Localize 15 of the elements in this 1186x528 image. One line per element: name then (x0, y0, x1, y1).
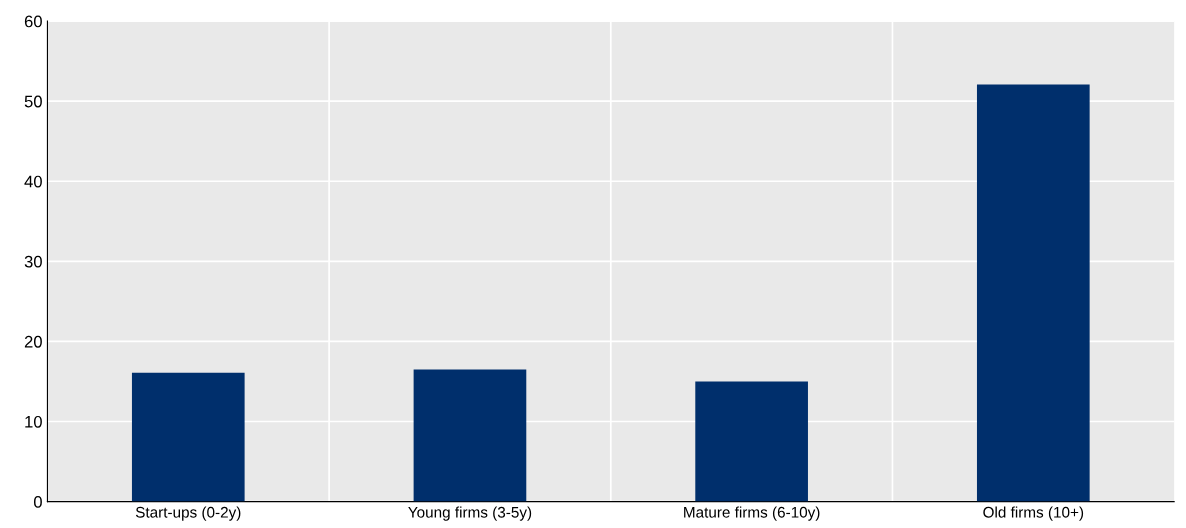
bar (131, 372, 245, 502)
bar (976, 84, 1090, 502)
y-tick-label: 0 (33, 496, 42, 508)
y-tick-label: 60 (24, 15, 42, 28)
x-tick-label: Start-ups (0-2y) (135, 506, 241, 521)
bar (695, 381, 808, 502)
x-tick-label: Young firms (3-5y) (408, 506, 532, 521)
y-tick-label: 30 (24, 255, 42, 268)
x-tick-label: Old firms (10+) (983, 506, 1084, 521)
y-tick-label: 10 (25, 415, 42, 428)
bar (413, 369, 527, 502)
x-tick-label: Mature firms (6-10y) (684, 506, 820, 521)
y-tick-label: 50 (24, 95, 42, 108)
y-tick-label: 40 (24, 175, 42, 188)
y-tick-label: 20 (24, 335, 42, 348)
